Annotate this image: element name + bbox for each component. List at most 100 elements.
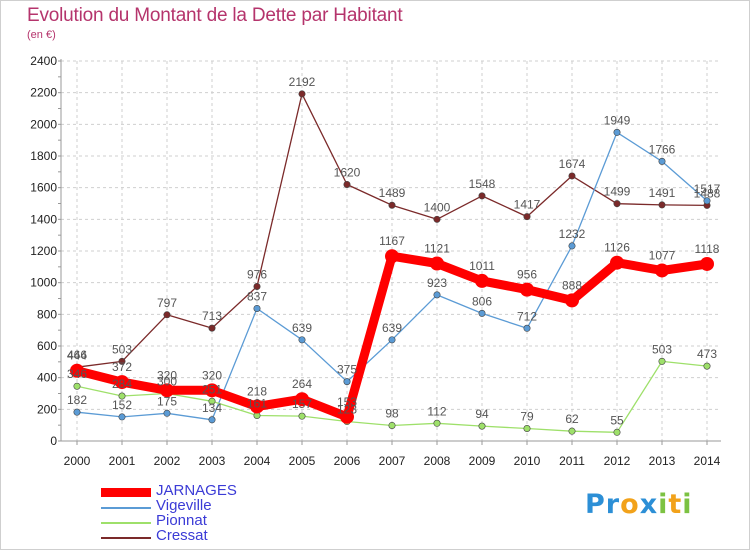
- data-point-cressat: [298, 90, 306, 98]
- axes: [58, 59, 721, 445]
- y-tick-label: 1400: [30, 212, 57, 226]
- data-point-cressat: [433, 215, 441, 223]
- data-point-cressat: [568, 172, 576, 180]
- data-label-vigeville: 639: [382, 321, 402, 335]
- data-label-pionnat: 94: [475, 407, 489, 421]
- data-point-pionnat: [208, 397, 216, 405]
- data-label-vigeville: 1517: [694, 182, 721, 196]
- data-point-cressat: [658, 201, 666, 209]
- y-tick-label: 600: [37, 339, 57, 353]
- logo-letter: P: [585, 489, 606, 520]
- data-point-jarnages: [430, 256, 444, 271]
- data-point-vigeville: [433, 291, 441, 299]
- data-point-cressat: [208, 324, 216, 332]
- data-point-vigeville: [658, 157, 666, 165]
- y-tick-label: 400: [37, 371, 57, 385]
- data-point-jarnages: [70, 363, 84, 378]
- data-point-cressat: [523, 213, 531, 221]
- data-label-pionnat: 123: [337, 403, 357, 417]
- data-point-cressat: [118, 357, 126, 365]
- data-label-jarnages: 320: [157, 368, 177, 382]
- data-point-vigeville: [478, 309, 486, 317]
- x-tick-label: 2006: [334, 454, 361, 468]
- logo-letter: r: [605, 489, 621, 520]
- data-point-jarnages: [475, 273, 489, 288]
- data-label-pionnat: 300: [157, 375, 177, 389]
- data-label-vigeville: 712: [517, 309, 537, 323]
- series-pionnat: [73, 357, 711, 436]
- data-label-cressat: 503: [112, 342, 132, 356]
- data-label-vigeville: 923: [427, 276, 447, 290]
- data-label-jarnages: 1121: [424, 242, 450, 256]
- x-axis-ticks: 2000 2001 2002 2003 2004 2005 2006 2007 2008 2009…: [64, 454, 721, 468]
- data-label-cressat: 797: [157, 296, 177, 310]
- data-label-cressat: 1489: [379, 186, 406, 200]
- data-label-cressat: 2192: [289, 75, 316, 89]
- data-point-vigeville: [613, 128, 621, 136]
- data-point-pionnat: [433, 419, 441, 427]
- y-tick-label: 1800: [30, 149, 57, 163]
- series-vigeville: [73, 128, 711, 424]
- y-tick-label: 800: [37, 307, 57, 321]
- data-point-cressat: [163, 311, 171, 319]
- data-label-pionnat: 161: [247, 397, 267, 411]
- chart-subtitle: (en €): [27, 29, 56, 41]
- data-label-vigeville: 134: [202, 401, 222, 415]
- data-label-pionnat: 284: [112, 377, 132, 391]
- data-point-pionnat: [523, 424, 531, 432]
- data-label-vigeville: 806: [472, 294, 492, 308]
- data-label-cressat: 1400: [424, 200, 451, 214]
- y-tick-label: 2200: [30, 86, 57, 100]
- y-tick-label: 2000: [30, 117, 57, 131]
- legend-swatch: [101, 488, 151, 497]
- data-point-jarnages: [160, 383, 174, 398]
- y-tick-label: 1600: [30, 181, 57, 195]
- series-layer: [70, 90, 714, 436]
- data-point-cressat: [478, 192, 486, 200]
- data-label-jarnages: 153: [337, 395, 357, 409]
- legend-label: Pionnat: [156, 512, 207, 529]
- x-tick-label: 2010: [514, 454, 541, 468]
- data-label-vigeville: 182: [67, 393, 87, 407]
- data-label-cressat: 1491: [649, 186, 676, 200]
- logo-letter: t: [668, 489, 683, 520]
- data-point-pionnat: [73, 382, 81, 390]
- data-point-jarnages: [250, 399, 264, 414]
- data-label-jarnages: 888: [562, 278, 582, 292]
- data-point-pionnat: [388, 421, 396, 429]
- data-point-vigeville: [118, 413, 126, 421]
- y-tick-label: 1200: [30, 244, 57, 258]
- data-label-pionnat: 157: [292, 397, 312, 411]
- data-point-jarnages: [700, 256, 714, 271]
- data-point-vigeville: [568, 242, 576, 250]
- legend-swatch: [101, 536, 151, 539]
- x-tick-label: 2014: [694, 454, 721, 468]
- data-point-vigeville: [703, 197, 711, 205]
- data-label-jarnages: 372: [112, 360, 132, 374]
- data-label-pionnat: 62: [565, 412, 579, 426]
- x-tick-label: 2013: [649, 454, 676, 468]
- legend-label: JARNAGES: [156, 482, 237, 499]
- data-label-vigeville: 375: [337, 363, 357, 377]
- data-label-cressat: 466: [67, 348, 87, 362]
- data-label-jarnages: 1077: [649, 248, 676, 262]
- data-label-jarnages: 218: [247, 384, 267, 398]
- y-tick-label: 200: [37, 402, 57, 416]
- data-point-vigeville: [523, 324, 531, 332]
- y-tick-label: 1000: [30, 276, 57, 290]
- data-point-cressat: [388, 201, 396, 209]
- series-cressat: [73, 90, 711, 371]
- logo-letter: i: [682, 489, 693, 520]
- data-point-pionnat: [613, 428, 621, 436]
- data-point-vigeville: [388, 336, 396, 344]
- data-point-jarnages: [520, 282, 534, 297]
- x-tick-label: 2000: [64, 454, 91, 468]
- data-label-cressat: 713: [202, 309, 222, 323]
- data-point-jarnages: [610, 255, 624, 270]
- data-labels: 466 503 797 713 976 2192 1620 1489 1400 1548 1417 1…: [67, 75, 721, 427]
- data-label-vigeville: 1232: [559, 227, 586, 241]
- data-label-jarnages: 1118: [695, 242, 720, 256]
- chart-title: Evolution du Montant de la Dette par Hab…: [27, 5, 403, 26]
